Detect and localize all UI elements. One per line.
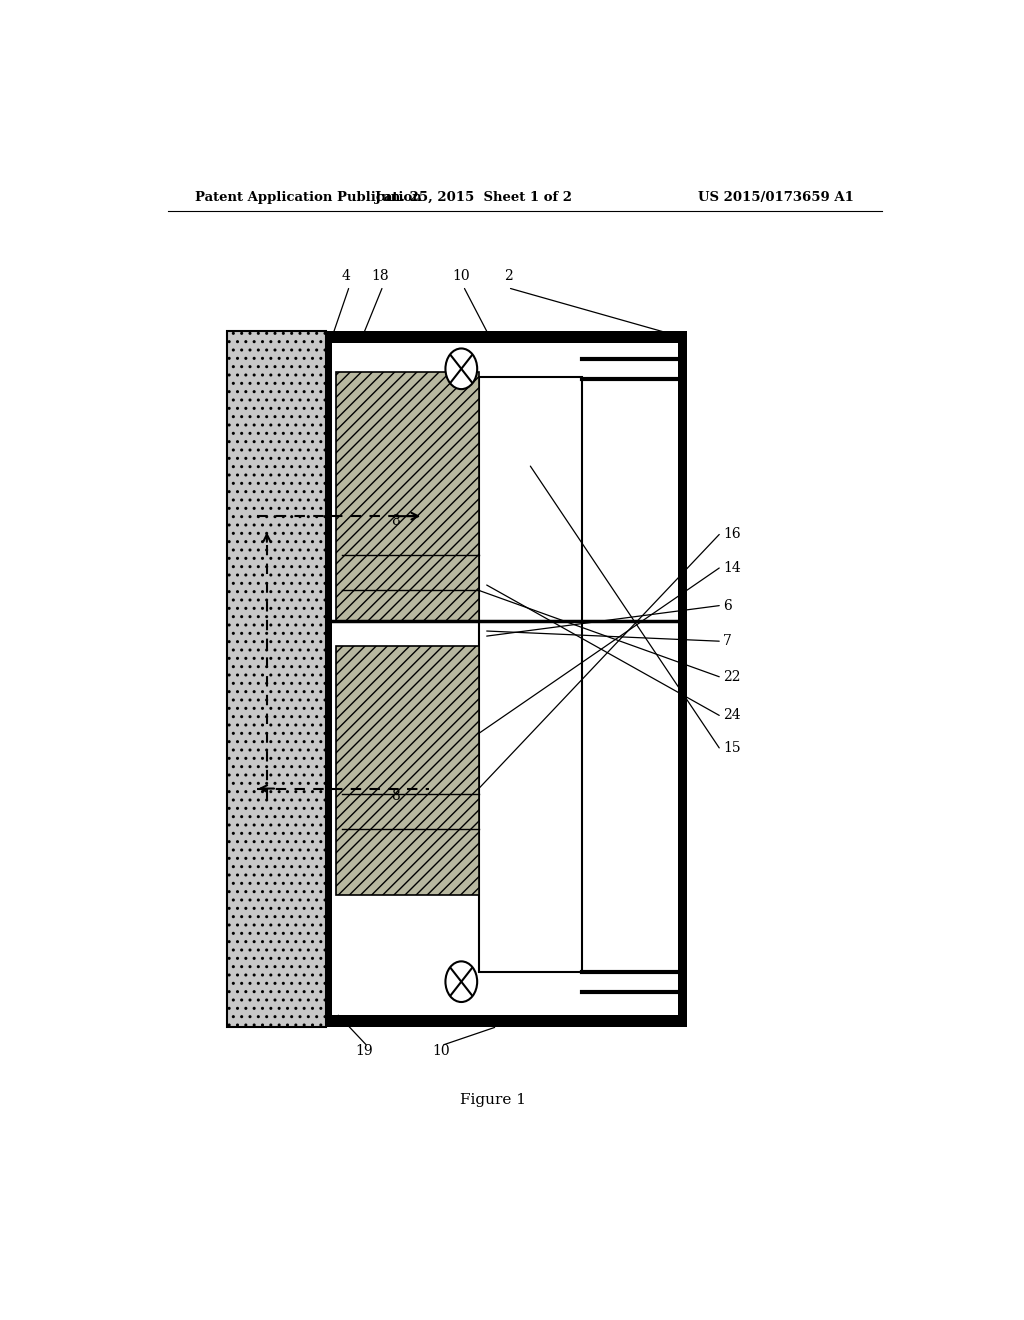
Text: 10: 10 <box>453 269 470 284</box>
Text: 8: 8 <box>391 788 400 803</box>
Text: 22: 22 <box>723 669 740 684</box>
Text: 16: 16 <box>723 528 740 541</box>
Bar <box>327 331 687 343</box>
Text: 10: 10 <box>433 1044 451 1057</box>
Text: 2: 2 <box>505 269 513 284</box>
Text: 14: 14 <box>723 561 741 576</box>
Text: Figure 1: Figure 1 <box>460 1093 526 1106</box>
Text: 18: 18 <box>372 269 389 284</box>
Text: Patent Application Publication: Patent Application Publication <box>196 190 422 203</box>
Bar <box>227 331 327 1027</box>
Text: 6: 6 <box>723 598 732 612</box>
Circle shape <box>445 348 477 389</box>
Text: 7: 7 <box>723 634 732 648</box>
Bar <box>678 331 687 1027</box>
Text: 8: 8 <box>391 515 400 528</box>
Bar <box>327 1015 687 1027</box>
Bar <box>336 647 479 895</box>
Text: 15: 15 <box>723 741 740 755</box>
Circle shape <box>445 961 477 1002</box>
Text: 24: 24 <box>723 709 740 722</box>
Text: 4: 4 <box>342 269 350 284</box>
Bar <box>479 378 582 972</box>
Bar <box>327 331 332 1027</box>
Text: 19: 19 <box>355 1044 374 1057</box>
Bar <box>336 372 479 620</box>
Text: Jun. 25, 2015  Sheet 1 of 2: Jun. 25, 2015 Sheet 1 of 2 <box>375 190 571 203</box>
Text: US 2015/0173659 A1: US 2015/0173659 A1 <box>698 190 854 203</box>
